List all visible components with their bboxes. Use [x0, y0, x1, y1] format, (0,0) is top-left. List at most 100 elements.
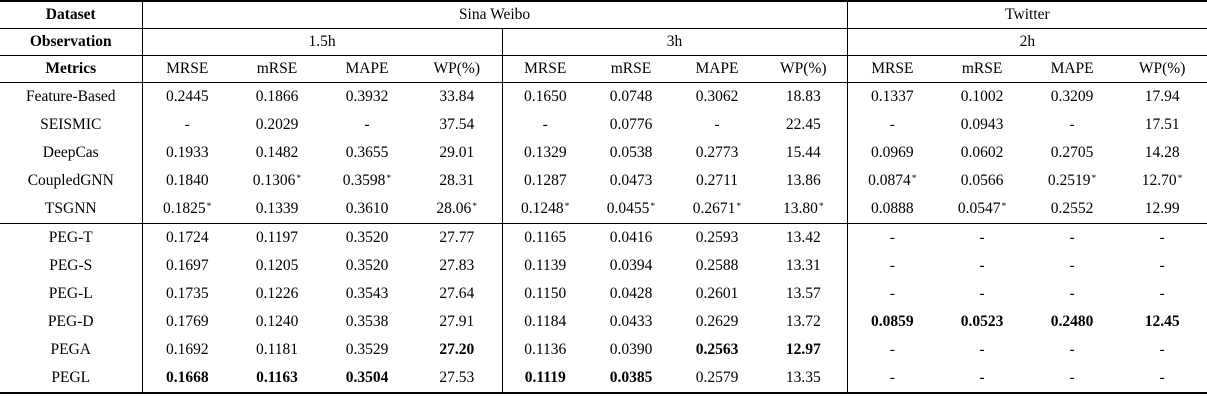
value-cell: 0.2629 [695, 313, 739, 330]
value-cell: 0.1329 [501, 139, 588, 167]
value-cell: 0.3504 [345, 369, 389, 386]
value-cell: 0.1240 [255, 313, 299, 330]
value-cell: - [1159, 341, 1165, 358]
metric-name: MRSE [846, 55, 938, 83]
value-cell: 0.3655 [345, 144, 389, 161]
value-cell: 0.1150 [501, 280, 588, 308]
table-row: PEG-D 0.1769 0.1240 0.3538 27.91 0.1184 0.0433… [0, 308, 1207, 336]
metrics-row-label: Metrics [0, 55, 142, 83]
value-cell: 0.1184 [501, 308, 588, 336]
value-cell: 27.91 [439, 313, 475, 330]
value-cell: - [501, 111, 588, 139]
value-cell: 0.1840 [141, 167, 232, 195]
value-cell: - [1069, 341, 1075, 358]
value-cell: 0.1287 [501, 167, 588, 195]
metrics-row: Metrics MRSE mRSE MAPE WP(%) MRSE mRSE MAPE WP(… [0, 55, 1207, 83]
value-cell: 12.70* [1141, 172, 1183, 189]
value-cell: 0.2563 [695, 341, 739, 358]
value-cell: 0.3610 [322, 195, 412, 224]
value-cell: - [141, 111, 232, 139]
value-cell: 0.1735 [141, 280, 232, 308]
value-cell: 0.0748 [609, 88, 653, 105]
value-cell: 0.2579 [695, 369, 739, 386]
observation-row: Observation 1.5h 3h 2h [0, 28, 1207, 56]
significance-star: * [1091, 172, 1097, 184]
metric-name: MRSE [141, 55, 232, 83]
significance-star: * [386, 172, 392, 184]
table-row: PEGL 0.1668 0.1163 0.3504 27.53 0.1119 0.0385 0… [0, 364, 1207, 393]
value-cell: - [846, 364, 938, 393]
metric-name: WP(%) [412, 55, 502, 83]
value-cell: 0.1769 [141, 308, 232, 336]
significance-star: * [1177, 172, 1183, 184]
value-cell: - [1159, 229, 1165, 246]
value-cell: 12.99 [1117, 195, 1207, 224]
value-cell: 0.0859 [846, 308, 938, 336]
value-cell: 13.80* [760, 195, 848, 224]
value-cell: 0.2445 [141, 82, 232, 111]
value-cell: 0.1197 [255, 229, 299, 246]
table-row: SEISMIC - 0.2029 - 37.54 - 0.0776 - 22.45 - 0.0943… [0, 111, 1207, 139]
method-name: DeepCas [42, 144, 99, 161]
value-cell: 27.64 [439, 285, 475, 302]
value-cell: 0.0416 [609, 229, 653, 246]
table-row: DeepCas 0.1933 0.1482 0.3655 29.01 0.1329 0.05… [0, 139, 1207, 167]
value-cell: - [1069, 116, 1075, 133]
value-cell: - [846, 252, 938, 280]
value-cell: 0.3520 [345, 229, 389, 246]
value-cell: 0.1482 [255, 144, 299, 161]
method-name: PEG-T [48, 229, 93, 246]
observation-value: 3h [501, 28, 848, 56]
value-cell: 0.0394 [609, 257, 653, 274]
value-cell: 0.3538 [345, 313, 389, 330]
value-cell: - [979, 257, 985, 274]
dataset-name: Twitter [846, 1, 1207, 29]
method-name: CoupledGNN [27, 172, 114, 189]
method-name: PEG-S [49, 257, 93, 274]
metric-name: MAPE [1027, 55, 1118, 83]
value-cell: - [1069, 285, 1075, 302]
value-cell: 0.0547* [937, 195, 1028, 224]
value-cell: 0.0523 [960, 313, 1004, 330]
baseline-methods-group: Feature-Based 0.2445 0.1866 0.3932 33.84 0.16… [0, 82, 1207, 224]
value-cell: 0.2671* [674, 195, 760, 224]
value-cell: 18.83 [785, 88, 821, 105]
value-cell: 0.1306* [252, 172, 302, 189]
value-cell: 22.45 [785, 116, 821, 133]
method-name: PEG-D [47, 313, 94, 330]
value-cell: 27.53 [439, 369, 475, 386]
value-cell: - [1069, 369, 1075, 386]
significance-star: * [206, 200, 212, 212]
method-name: TSGNN [0, 195, 142, 224]
value-cell: 0.1692 [141, 336, 232, 364]
value-cell: 0.3932 [345, 88, 389, 105]
value-cell: 0.0455* [588, 195, 674, 224]
table-row: PEGA 0.1692 0.1181 0.3529 27.20 0.1136 0.0390 0… [0, 336, 1207, 364]
significance-star: * [818, 200, 824, 212]
value-cell: 0.1119 [501, 364, 588, 393]
observation-value: 1.5h [141, 28, 502, 56]
value-cell: 0.2029 [255, 116, 299, 133]
method-name: SEISMIC [40, 116, 102, 133]
value-cell: 0.0969 [846, 139, 938, 167]
metric-name: mRSE [588, 55, 674, 83]
value-cell: 28.31 [439, 172, 475, 189]
value-cell: - [714, 116, 720, 133]
method-name: PEGA [50, 341, 91, 358]
value-cell: 0.2711 [695, 172, 739, 189]
value-cell: 0.3598* [342, 172, 392, 189]
value-cell: 0.1165 [501, 223, 588, 252]
value-cell: 0.1339 [232, 195, 322, 224]
value-cell: 0.0776 [609, 116, 653, 133]
metric-name: WP(%) [760, 55, 848, 83]
value-cell: 0.1163 [256, 369, 298, 386]
value-cell: 0.3543 [345, 285, 389, 302]
value-cell: - [846, 336, 938, 364]
table-row: PEG-S 0.1697 0.1205 0.3520 27.83 0.1139 0.0394… [0, 252, 1207, 280]
value-cell: 0.0943 [960, 116, 1004, 133]
value-cell: 0.0390 [609, 341, 653, 358]
value-cell: 27.83 [439, 257, 475, 274]
value-cell: 0.3529 [345, 341, 389, 358]
observation-value: 2h [846, 28, 1207, 56]
